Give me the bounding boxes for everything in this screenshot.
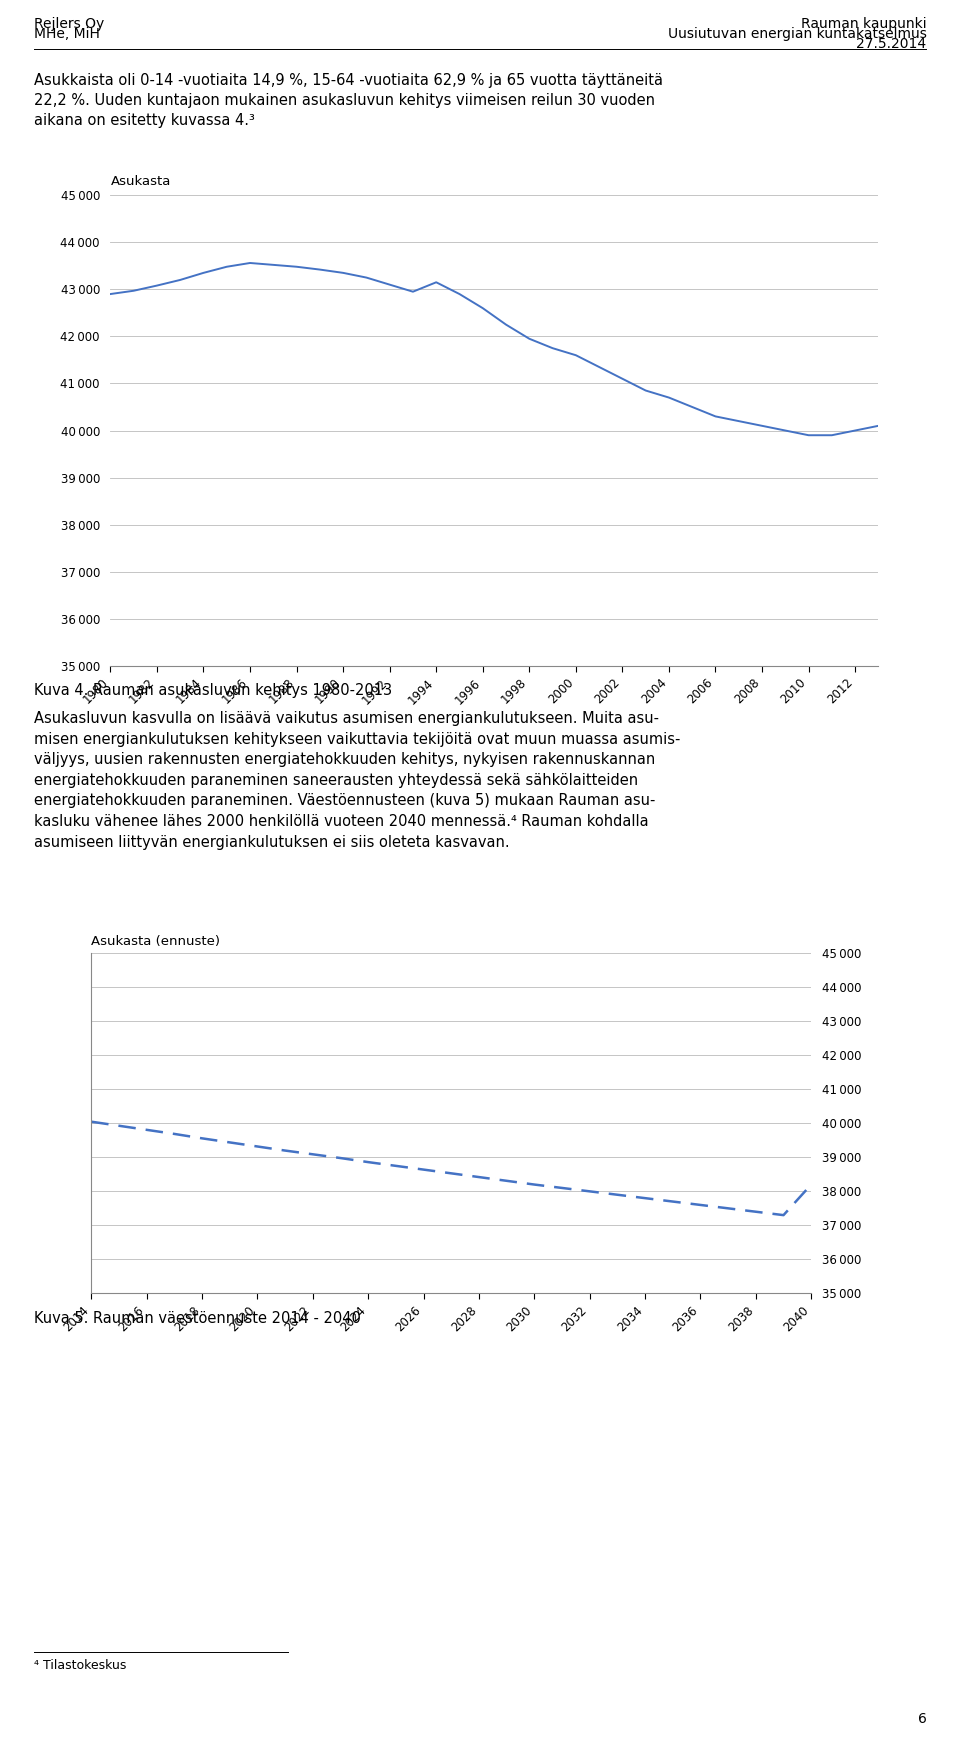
Text: 6: 6 bbox=[918, 1712, 926, 1726]
Text: aikana on esitetty kuvassa 4.³: aikana on esitetty kuvassa 4.³ bbox=[34, 113, 254, 129]
Text: asumiseen liittyvän energiankulutuksen ei siis oleteta kasvavan.: asumiseen liittyvän energiankulutuksen e… bbox=[34, 835, 509, 849]
Text: kasluku vähenee lähes 2000 henkilöllä vuoteen 2040 mennessä.⁴ Rauman kohdalla: kasluku vähenee lähes 2000 henkilöllä vu… bbox=[34, 814, 648, 830]
Text: Asukasta: Asukasta bbox=[110, 176, 171, 188]
Text: Kuva 4. Rauman asukasluvun kehitys 1980-2013: Kuva 4. Rauman asukasluvun kehitys 1980-… bbox=[34, 683, 392, 699]
Text: Uusiutuvan energian kuntakatselmus: Uusiutuvan energian kuntakatselmus bbox=[667, 28, 926, 42]
Text: 22,2 %. Uuden kuntajaon mukainen asukasluvun kehitys viimeisen reilun 30 vuoden: 22,2 %. Uuden kuntajaon mukainen asukasl… bbox=[34, 92, 655, 108]
Text: Rauman kaupunki: Rauman kaupunki bbox=[801, 17, 926, 31]
Text: energiatehokkuuden paraneminen. Väestöennusteen (kuva 5) mukaan Rauman asu-: energiatehokkuuden paraneminen. Väestöen… bbox=[34, 793, 655, 809]
Text: Asukasta (ennuste): Asukasta (ennuste) bbox=[91, 936, 220, 948]
Text: väljyys, uusien rakennusten energiatehokkuuden kehitys, nykyisen rakennuskannan: väljyys, uusien rakennusten energiatehok… bbox=[34, 753, 655, 767]
Text: MHe, MiH: MHe, MiH bbox=[34, 28, 100, 42]
Text: Kuva 5. Rauman väestöennuste 2014 - 2040: Kuva 5. Rauman väestöennuste 2014 - 2040 bbox=[34, 1311, 360, 1326]
Text: 27.5.2014: 27.5.2014 bbox=[856, 38, 926, 52]
Text: Asukasluvun kasvulla on lisäävä vaikutus asumisen energiankulutukseen. Muita asu: Asukasluvun kasvulla on lisäävä vaikutus… bbox=[34, 711, 659, 727]
Text: ⁴ Tilastokeskus: ⁴ Tilastokeskus bbox=[34, 1659, 126, 1672]
Text: Asukkaista oli 0-14 -vuotiaita 14,9 %, 15-64 -vuotiaita 62,9 % ja 65 vuotta täyt: Asukkaista oli 0-14 -vuotiaita 14,9 %, 1… bbox=[34, 73, 662, 89]
Text: energiatehokkuuden paraneminen saneerausten yhteydessä sekä sähkölaitteiden: energiatehokkuuden paraneminen saneeraus… bbox=[34, 772, 637, 788]
Text: Rejlers Oy: Rejlers Oy bbox=[34, 17, 104, 31]
Text: misen energiankulutuksen kehitykseen vaikuttavia tekijöitä ovat muun muassa asum: misen energiankulutuksen kehitykseen vai… bbox=[34, 732, 680, 746]
